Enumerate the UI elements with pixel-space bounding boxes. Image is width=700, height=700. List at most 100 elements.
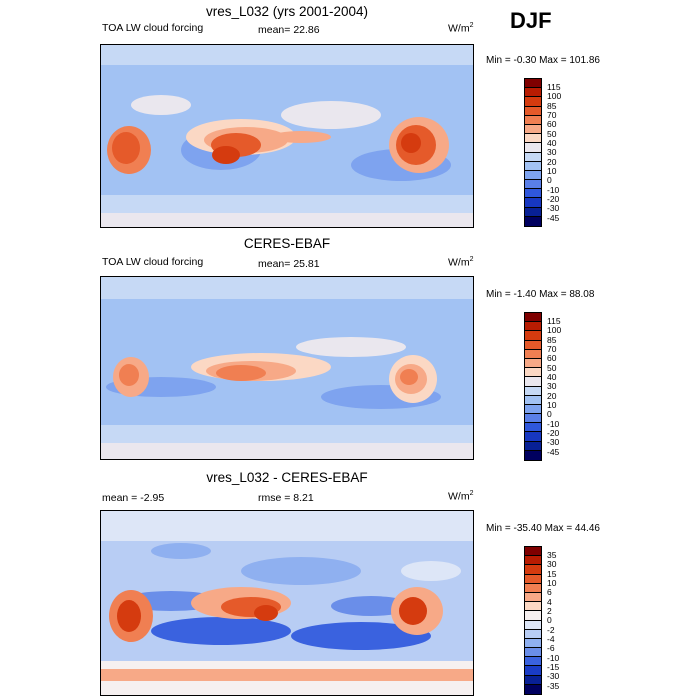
panel-3-units: W/m2 [448, 490, 474, 503]
panel-2-colorbar-box [525, 368, 541, 378]
panel-2-colorbar-box [525, 377, 541, 387]
panel-1-colorbar-box [525, 115, 541, 125]
panel-2-colorbar-box [525, 414, 541, 424]
panel-2-map-field [101, 277, 473, 459]
panel-3-colorbar-box [525, 556, 541, 566]
panel-1-colorbar-box [525, 97, 541, 107]
panel-2-colorbar-box [525, 340, 541, 350]
panel-3-colorbar-tick: 6 [547, 587, 552, 597]
panel-2-colorbar-tick: -20 [547, 428, 560, 438]
panel-2-colorbar-box [525, 386, 541, 396]
panel-3-colorbar-box [525, 592, 541, 603]
panel-3-colorbar-box [525, 611, 541, 621]
panel-2-field-label: TOA LW cloud forcing [102, 256, 204, 268]
panel-1-colorbar-box [525, 124, 541, 135]
panel-1-colorbar-tick: 20 [547, 157, 557, 167]
panel-2-map [100, 276, 474, 460]
panel-1-colorbar-box [525, 134, 541, 144]
panel-1-colorbar-box [525, 161, 541, 171]
panel-2-colorbar-box [525, 450, 541, 460]
panel-3-minmax: Min = -35.40 Max = 44.46 [486, 523, 600, 534]
panel-2-colorbar-tick: 60 [547, 353, 557, 363]
panel-1-colorbar-tick: 0 [547, 175, 552, 185]
panel-2-colorbar-tick: 10 [547, 400, 557, 410]
panel-2-colorbar-tick: -45 [547, 447, 560, 457]
panel-1-colorbar-box [525, 143, 541, 153]
panel-1-units: W/m2 [448, 22, 474, 35]
panel-2-colorbar-box [525, 349, 541, 359]
panel-1-colorbar-box [525, 189, 541, 199]
panel-2-title: CERES-EBAF [243, 236, 331, 251]
panel-3-colorbar-box [525, 629, 541, 639]
panel-1-colorbar-tick: 10 [547, 166, 557, 176]
panel-1-colorbar-box [525, 180, 541, 190]
panel-2-colorbar-tick: 40 [547, 372, 557, 382]
panel-1-colorbar-box [525, 216, 541, 226]
panel-1-colorbar-tick: -10 [547, 185, 560, 195]
panel-1-colorbar-tick: 40 [547, 138, 557, 148]
panel-1-colorbar-tick: 70 [547, 110, 557, 120]
panel-3-colorbar-tick: 15 [547, 569, 557, 579]
panel-1-colorbar-box [525, 198, 541, 208]
panel-2-colorbar-tick: 0 [547, 409, 552, 419]
panel-2-colorbar-tick: -10 [547, 419, 560, 429]
panel-2-colorbar-box [525, 322, 541, 332]
panel-2-colorbar-box [525, 358, 541, 369]
panel-1-colorbar-tick: -30 [547, 203, 560, 213]
panel-2-colorbar-box [525, 423, 541, 433]
panel-3-colorbar-tick: 2 [547, 606, 552, 616]
panel-1-colorbar-tick: 100 [547, 91, 562, 101]
panel-2-units: W/m2 [448, 256, 474, 269]
panel-3-title: vres_L032 - CERES-EBAF [206, 470, 368, 485]
panel-2-colorbar-tick: 30 [547, 381, 557, 391]
panel-1-colorbar-box [525, 106, 541, 116]
panel-3-colorbar-box [525, 684, 541, 694]
panel-2-colorbar-tick: -30 [547, 437, 560, 447]
panel-2-colorbar [524, 312, 542, 461]
panel-2-mean: mean= 25.81 [258, 258, 320, 270]
panel-2-minmax: Min = -1.40 Max = 88.08 [486, 289, 595, 300]
panel-1-colorbar-box [525, 152, 541, 162]
panel-3-colorbar-tick: -35 [547, 681, 560, 691]
panel-1-colorbar-box [525, 79, 541, 89]
panel-3-mean: mean = -2.95 [102, 492, 165, 504]
panel-3-colorbar-tick: -4 [547, 634, 555, 644]
panel-1-colorbar [524, 78, 542, 227]
panel-2-colorbar-box [525, 331, 541, 341]
panel-1-colorbar-box [525, 207, 541, 217]
panel-2-colorbar-box [525, 404, 541, 415]
panel-3-colorbar-box [525, 547, 541, 557]
panel-2-colorbar-box [525, 313, 541, 323]
panel-2-colorbar-tick: 115 [547, 316, 561, 326]
panel-1-colorbar-tick: 30 [547, 147, 557, 157]
panel-3-colorbar-tick: 30 [547, 559, 557, 569]
season-label: DJF [510, 8, 552, 33]
panel-3-colorbar-tick: -2 [547, 625, 555, 635]
panel-1-title: vres_L032 (yrs 2001-2004) [205, 4, 369, 19]
panel-3-colorbar-tick: -6 [547, 643, 555, 653]
panel-2-colorbar-box [525, 432, 541, 442]
panel-2-colorbar-tick: 20 [547, 391, 557, 401]
panel-3-rmse: rmse = 8.21 [258, 492, 314, 504]
panel-2-colorbar-tick: 50 [547, 363, 557, 373]
panel-1-colorbar-tick: -45 [547, 213, 560, 223]
panel-1-colorbar-box [525, 88, 541, 98]
panel-3-colorbar-box [525, 638, 541, 649]
panel-3-colorbar-tick: 4 [547, 597, 552, 607]
panel-1-map-field [101, 45, 473, 227]
panel-3-colorbar [524, 546, 542, 695]
panel-3-colorbar-tick: 35 [547, 550, 557, 560]
panel-2-colorbar-box [525, 441, 541, 451]
panel-1-colorbar-tick: 115 [547, 82, 561, 92]
panel-1-mean: mean= 22.86 [258, 24, 320, 36]
panel-3-colorbar-box [525, 648, 541, 658]
panel-3-colorbar-box [525, 620, 541, 630]
panel-1-field-label: TOA LW cloud forcing [102, 22, 204, 34]
panel-1-colorbar-tick: -20 [547, 194, 560, 204]
panel-3-colorbar-tick: -10 [547, 653, 560, 663]
panel-3-colorbar-box [525, 675, 541, 685]
panel-1-minmax: Min = -0.30 Max = 101.86 [486, 55, 600, 66]
panel-3-colorbar-box [525, 565, 541, 575]
panel-1-colorbar-tick: 50 [547, 129, 557, 139]
panel-3-colorbar-tick: 10 [547, 578, 557, 588]
